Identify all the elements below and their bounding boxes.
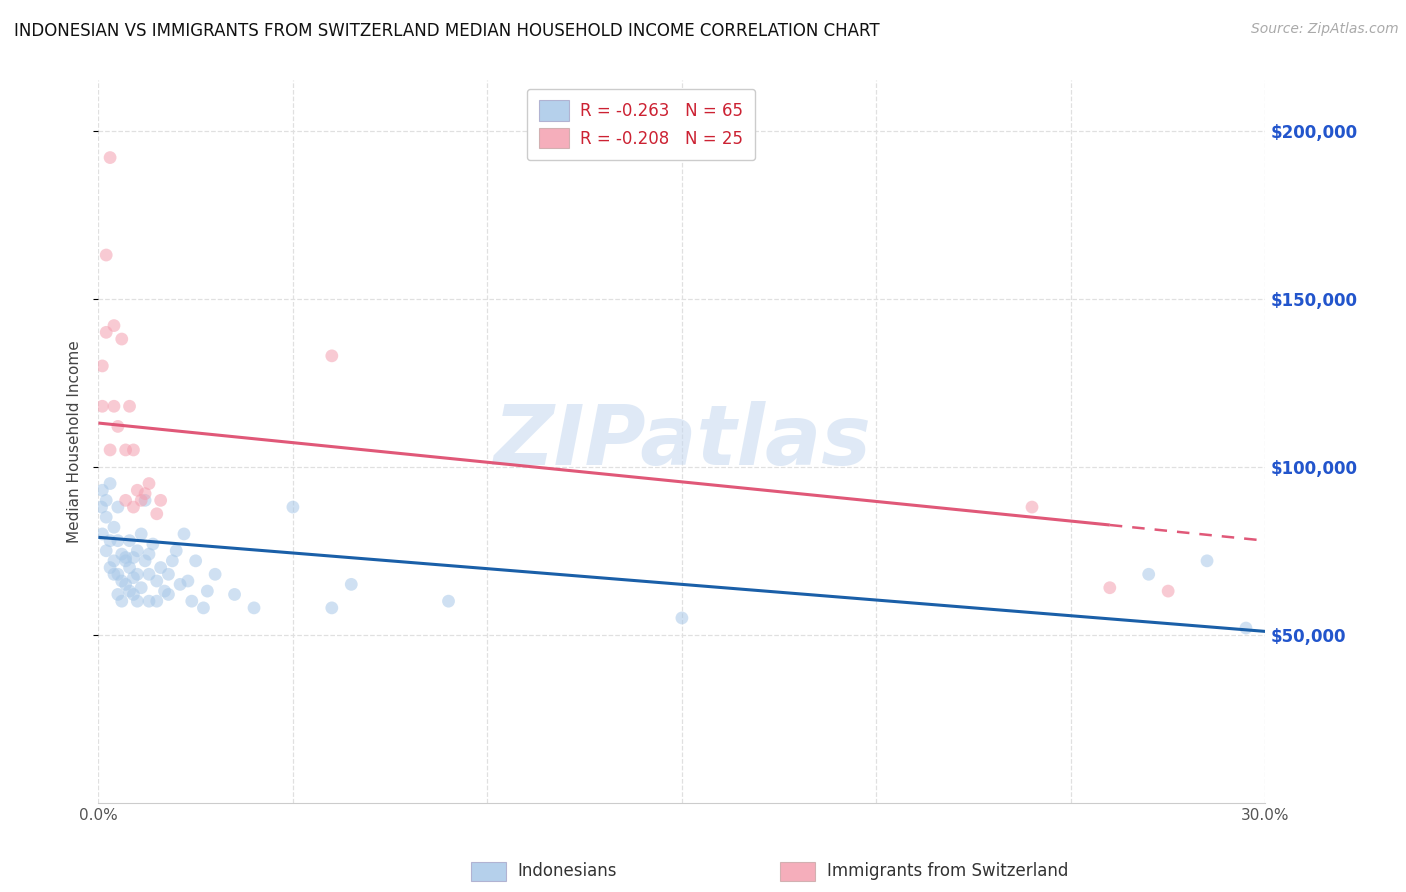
Point [90, 500, 112, 514]
Point [1157, 584, 1180, 599]
Point [98, 560, 121, 574]
Point [129, 527, 152, 541]
Point [122, 550, 145, 565]
Point [321, 349, 343, 363]
Point [243, 600, 266, 615]
Point [122, 500, 145, 514]
Point [127, 594, 149, 608]
Point [122, 587, 145, 601]
Point [146, 594, 169, 608]
Point [157, 567, 180, 582]
Point [98, 442, 121, 457]
Point [180, 594, 202, 608]
Text: Immigrants from Switzerland: Immigrants from Switzerland [827, 863, 1069, 880]
Point [281, 500, 304, 514]
Point [114, 442, 136, 457]
Point [91, 399, 114, 413]
Point [165, 543, 187, 558]
Point [157, 587, 180, 601]
Point [98, 151, 121, 165]
Point [103, 567, 125, 582]
Text: ZIPatlas: ZIPatlas [494, 401, 870, 482]
Point [118, 399, 141, 413]
Y-axis label: Median Household Income: Median Household Income [67, 340, 83, 543]
Point [1098, 581, 1121, 595]
Text: INDONESIAN VS IMMIGRANTS FROM SWITZERLAND MEDIAN HOUSEHOLD INCOME CORRELATION CH: INDONESIAN VS IMMIGRANTS FROM SWITZERLAN… [14, 22, 880, 40]
Point [129, 581, 152, 595]
Point [195, 584, 218, 599]
Point [91, 359, 114, 373]
Point [169, 577, 191, 591]
Point [671, 611, 693, 625]
Point [98, 476, 121, 491]
Point [103, 554, 125, 568]
Point [103, 318, 125, 333]
Point [107, 500, 129, 514]
Point [1234, 621, 1257, 635]
Point [146, 507, 169, 521]
Point [321, 600, 343, 615]
Point [114, 554, 136, 568]
Point [114, 577, 136, 591]
Point [437, 594, 460, 608]
Point [138, 547, 160, 561]
Point [1137, 567, 1160, 582]
Point [184, 554, 207, 568]
Point [127, 543, 149, 558]
Point [204, 567, 226, 582]
Point [122, 442, 145, 457]
Point [107, 533, 129, 548]
Point [1021, 500, 1043, 514]
Point [96, 326, 118, 340]
Point [134, 554, 156, 568]
Point [146, 574, 169, 588]
Text: Indonesians: Indonesians [517, 863, 617, 880]
Point [118, 584, 141, 599]
Point [138, 476, 160, 491]
Point [127, 567, 149, 582]
Point [111, 594, 134, 608]
Point [98, 533, 121, 548]
Point [114, 550, 136, 565]
Point [107, 419, 129, 434]
Point [118, 533, 141, 548]
Point [149, 560, 172, 574]
Point [96, 543, 118, 558]
Point [111, 574, 134, 588]
Point [103, 520, 125, 534]
Point [138, 594, 160, 608]
Point [111, 547, 134, 561]
Point [103, 399, 125, 413]
Point [173, 527, 195, 541]
Point [134, 493, 156, 508]
Point [149, 493, 172, 508]
Point [142, 537, 165, 551]
Point [340, 577, 363, 591]
Point [193, 600, 215, 615]
Point [122, 571, 145, 585]
Point [224, 587, 246, 601]
Point [107, 567, 129, 582]
Legend: R = -0.263   N = 65, R = -0.208   N = 25: R = -0.263 N = 65, R = -0.208 N = 25 [527, 88, 755, 160]
Point [177, 574, 200, 588]
Point [138, 567, 160, 582]
Point [153, 584, 176, 599]
Point [127, 483, 149, 498]
Point [91, 483, 114, 498]
Text: Source: ZipAtlas.com: Source: ZipAtlas.com [1251, 22, 1399, 37]
Point [96, 510, 118, 524]
Point [96, 493, 118, 508]
Point [134, 486, 156, 500]
Point [96, 248, 118, 262]
Point [1195, 554, 1218, 568]
Point [118, 560, 141, 574]
Point [107, 587, 129, 601]
Point [111, 332, 134, 346]
Point [129, 493, 152, 508]
Point [162, 554, 184, 568]
Point [91, 527, 114, 541]
Point [114, 493, 136, 508]
